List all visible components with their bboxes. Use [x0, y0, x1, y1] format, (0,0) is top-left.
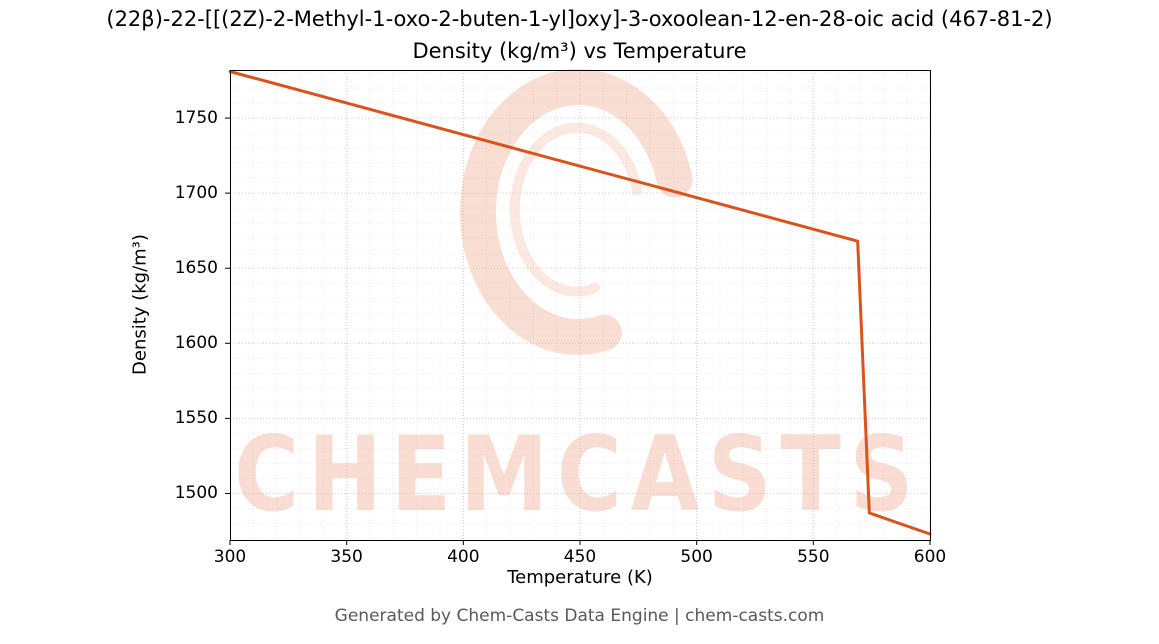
- x-tick-label: 450: [563, 547, 597, 567]
- y-tick-label: 1500: [174, 483, 218, 504]
- x-tick-label: 500: [680, 547, 713, 567]
- x-tick-label: 300: [213, 547, 247, 567]
- x-tick-label: 550: [797, 547, 830, 567]
- y-tick-label: 1650: [174, 258, 218, 279]
- x-tick-label: 350: [330, 547, 363, 567]
- y-tick-label: 1600: [174, 333, 218, 354]
- chart-title-main: Density (kg/m³) vs Temperature: [412, 39, 747, 63]
- y-tick-label: 1550: [174, 408, 218, 429]
- footer-credit: Generated by Chem-Casts Data Engine | ch…: [334, 606, 825, 626]
- density-line: [228, 70, 932, 536]
- c-swirl-logo-inner-icon: [509, 122, 642, 297]
- watermark-text: CHEMCASTS: [234, 415, 922, 535]
- x-tick-label: 400: [447, 547, 480, 567]
- y-tick-label: 1750: [174, 108, 218, 129]
- c-swirl-logo-icon: [460, 68, 693, 355]
- y-tick-label: 1700: [174, 183, 218, 204]
- x-axis-label: Temperature (K): [507, 567, 653, 588]
- x-tick-label: 600: [913, 547, 947, 567]
- chart-title-compound: (22β)-22-[[(2Z)-2-Methyl-1-oxo-2-buten-1…: [106, 7, 1053, 31]
